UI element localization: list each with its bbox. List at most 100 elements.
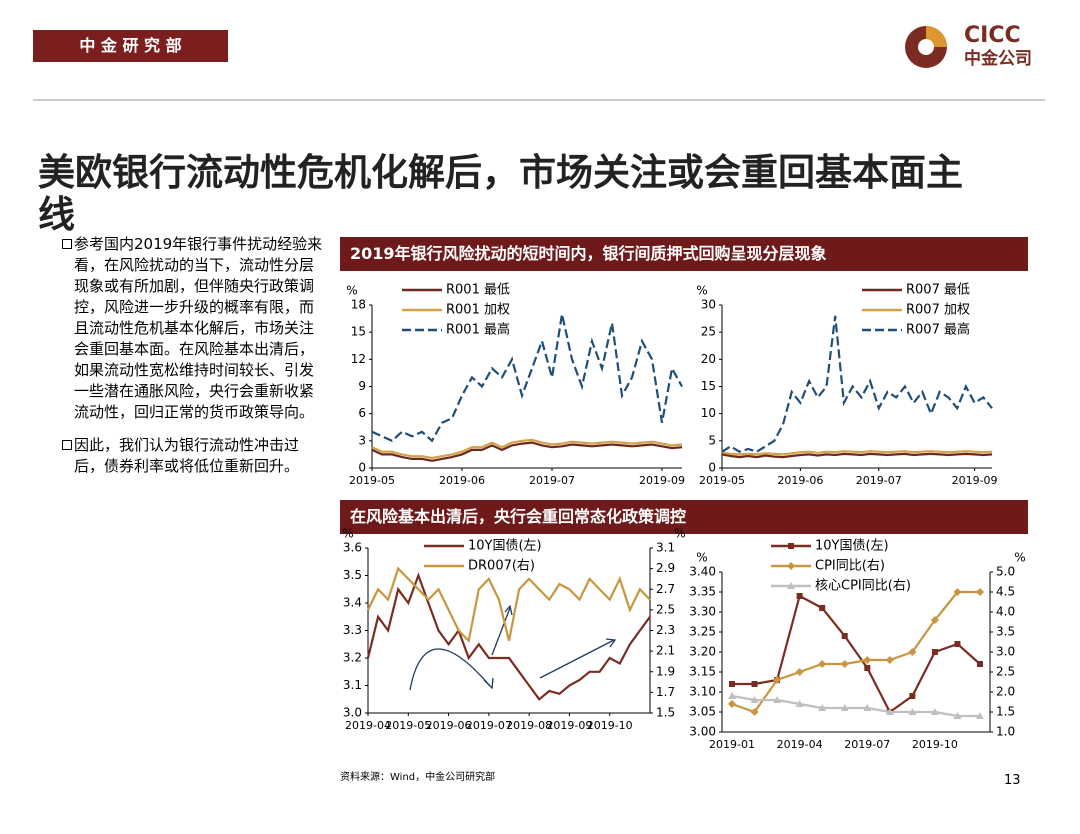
x-tick-label: 2019-05	[699, 474, 745, 487]
y-tick-label: 6	[358, 406, 366, 420]
y2-tick-label: 1.5	[996, 705, 1015, 719]
y2-tick-label: 2.9	[656, 561, 675, 575]
y2-tick-label: 2.5	[656, 602, 675, 616]
marker	[750, 708, 759, 716]
department-label: 中 金 研 究 部	[33, 30, 228, 62]
marker	[840, 660, 849, 668]
legend-label: 10Y国债(左)	[468, 539, 542, 554]
y2-tick-label: 5.0	[996, 565, 1015, 579]
marker	[930, 708, 939, 715]
logo-text: CICC	[964, 23, 1021, 48]
y-tick-label: 3.6	[343, 541, 362, 555]
marker	[909, 693, 916, 699]
marker	[931, 649, 938, 655]
series-line	[731, 590, 980, 714]
series-line	[367, 566, 651, 644]
x-tick-label: 2019-05	[385, 719, 431, 732]
marker	[863, 704, 872, 711]
series-line	[721, 450, 993, 456]
y-tick-label: 20	[701, 352, 716, 366]
x-tick-label: 2019-06	[426, 719, 472, 732]
y2-unit: %	[1014, 551, 1025, 565]
y2-tick-label: 4.0	[996, 605, 1015, 619]
x-tick-label: 2019-10	[587, 719, 633, 732]
x-tick-label: 2019-09	[546, 719, 592, 732]
y-tick-label: 3.2	[343, 651, 362, 665]
y2-tick-label: 3.5	[996, 625, 1015, 639]
y-tick-label: 30	[701, 298, 716, 312]
legend-label: R007 加权	[906, 302, 970, 318]
logo-mark	[918, 39, 934, 55]
y2-tick-label: 1.5	[656, 706, 675, 720]
y-tick-label: 12	[351, 352, 366, 366]
series-line	[732, 594, 981, 714]
marker	[977, 661, 983, 667]
y-tick-label: 3.3	[343, 623, 362, 637]
marker	[787, 582, 795, 589]
series-line	[371, 441, 683, 462]
y-tick-label: 3.10	[689, 685, 716, 699]
x-tick-label: 2019-04	[345, 719, 391, 732]
y-unit: %	[346, 284, 357, 298]
legend-label: R001 最低	[446, 283, 510, 298]
bullet: 因此，我们认为银行流动性冲击过后，债券利率或将低位重新回升。	[62, 435, 324, 477]
x-tick-label: 2019-06	[439, 474, 485, 487]
series-line	[371, 313, 683, 443]
x-tick-label: 2019-07	[466, 719, 512, 732]
y2-tick-label: 3.0	[996, 645, 1015, 659]
legend-label: R007 最低	[906, 283, 970, 298]
marker	[818, 660, 827, 668]
marker	[788, 543, 794, 549]
source-note: 资料来源：Wind，中金公司研究部	[340, 772, 496, 783]
slide-title: 美欧银行流动性危机化解后，市场关注或会重回基本面主线	[38, 151, 963, 236]
y-tick-label: 3.0	[343, 706, 362, 720]
y-tick-label: 3	[358, 433, 366, 447]
x-tick-label: 2019-01	[709, 738, 755, 751]
x-tick-label: 2019-10	[912, 738, 958, 751]
legend-label: DR007(右)	[468, 559, 535, 574]
marker	[863, 656, 872, 664]
panel-header: 在风险基本出清后，央行会重回常态化政策调控	[340, 500, 1028, 534]
series-line	[731, 694, 980, 718]
x-tick-label: 2019-04	[777, 738, 823, 751]
y-tick-label: 3.00	[689, 725, 716, 739]
y-tick-label: 3.35	[689, 585, 716, 599]
y2-tick-label: 3.1	[656, 541, 675, 555]
y-unit: %	[342, 527, 353, 541]
y2-tick-label: 1.9	[656, 664, 675, 678]
marker	[930, 616, 939, 624]
panel-header: 2019年银行风险扰动的短时间内，银行间质押式回购呈现分层现象	[340, 237, 1028, 271]
marker	[954, 641, 961, 647]
marker	[787, 562, 795, 570]
y2-unit: %	[674, 527, 685, 541]
y-tick-label: 9	[358, 379, 366, 393]
marker	[728, 692, 736, 699]
y-tick-label: 3.5	[343, 568, 362, 582]
series-line	[721, 452, 993, 459]
marker	[864, 665, 871, 671]
marker	[953, 712, 962, 719]
y-tick-label: 3.1	[343, 678, 362, 692]
x-tick-label: 2019-08	[506, 719, 552, 732]
bullet-list: 参考国内2019年银行事件扰动经验来看，在风险扰动的当下，流动性分层现象或有所加…	[62, 234, 324, 489]
legend-label: R001 加权	[446, 302, 510, 318]
marker	[773, 696, 782, 703]
marker	[728, 700, 736, 708]
legend-label: 10Y国债(左)	[815, 539, 889, 554]
legend-label: CPI同比(右)	[815, 559, 885, 574]
y-tick-label: 3.25	[689, 625, 716, 639]
arrow	[409, 648, 491, 691]
y2-tick-label: 2.5	[996, 665, 1015, 679]
y-unit: %	[696, 284, 707, 298]
marker	[729, 681, 735, 687]
marker	[885, 656, 894, 664]
series-line	[721, 315, 993, 453]
logo-text: 中金公司	[964, 48, 1032, 69]
y-tick-label: 15	[351, 325, 366, 339]
bullet: 参考国内2019年银行事件扰动经验来看，在风险扰动的当下，流动性分层现象或有所加…	[62, 234, 324, 423]
x-tick-label: 2019-07	[856, 474, 902, 487]
marker	[795, 668, 804, 676]
y2-tick-label: 1.7	[656, 685, 675, 699]
y2-tick-label: 2.3	[656, 623, 675, 637]
marker	[751, 681, 758, 687]
